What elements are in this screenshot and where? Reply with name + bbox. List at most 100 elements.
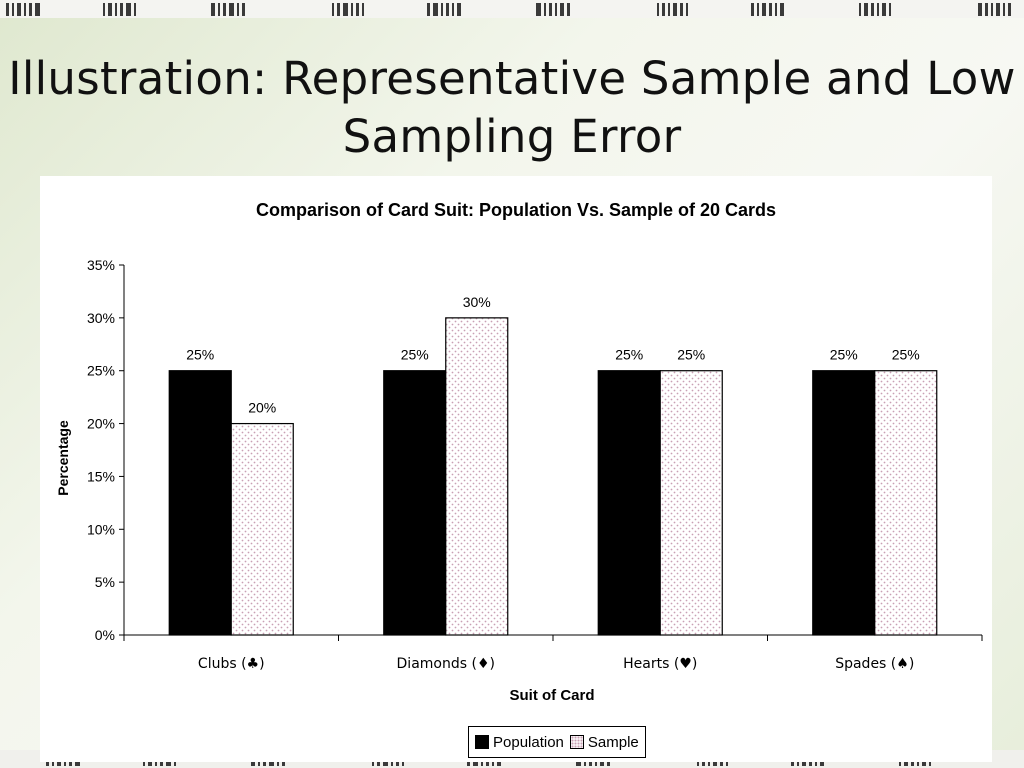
y-tick-label: 5%	[95, 574, 115, 590]
strip-mark	[35, 3, 40, 16]
strip-mark	[757, 3, 759, 16]
y-axis-label: Percentage	[55, 420, 71, 496]
x-tick-label: Hearts (♥)	[623, 656, 697, 672]
strip-mark	[877, 3, 879, 16]
y-tick-label: 30%	[87, 310, 115, 326]
bar-population	[812, 370, 876, 636]
strip-mark	[446, 3, 449, 16]
x-tick-label: Spades (♠)	[835, 656, 914, 672]
chart-panel: Comparison of Card Suit: Population Vs. …	[40, 176, 992, 762]
strip-mark	[237, 3, 239, 16]
strip-mark	[871, 3, 874, 16]
bar-sample	[659, 370, 723, 636]
strip-mark	[751, 3, 754, 16]
y-tick-label: 15%	[87, 468, 115, 484]
strip-mark	[12, 3, 14, 16]
bar-population	[168, 370, 232, 636]
strip-mark	[662, 3, 665, 16]
strip-mark	[1008, 3, 1011, 16]
data-label: 25%	[401, 347, 429, 363]
strip-mark	[673, 3, 677, 16]
y-tick-label: 0%	[95, 627, 115, 643]
data-label: 30%	[463, 294, 491, 310]
chart-title: Comparison of Card Suit: Population Vs. …	[256, 200, 776, 220]
plot-area: 0% 5% 10% 15% 20% 25% 30% 35% Clubs (♣) 25% 20% Dia…	[87, 257, 983, 672]
data-label: 20%	[248, 400, 276, 416]
strip-mark	[441, 3, 443, 16]
legend-label-population: Population	[493, 733, 564, 751]
strip-mark	[567, 3, 570, 16]
strip-mark	[229, 3, 234, 16]
strip-mark	[775, 3, 777, 16]
strip-mark	[120, 3, 123, 16]
strip-mark	[24, 3, 26, 16]
bar-population	[597, 370, 661, 636]
data-label: 25%	[892, 347, 920, 363]
data-label: 25%	[677, 347, 705, 363]
strip-mark	[6, 3, 9, 16]
bar-sample	[230, 422, 294, 636]
strip-mark	[17, 3, 21, 16]
strip-mark	[427, 3, 430, 16]
strip-mark	[996, 3, 1000, 16]
strip-mark	[985, 3, 988, 16]
strip-mark	[668, 3, 670, 16]
bar-sample	[874, 370, 938, 636]
legend-item-sample: Sample	[569, 733, 639, 751]
data-label: 25%	[186, 347, 214, 363]
strip-mark	[978, 3, 982, 16]
data-label: 25%	[615, 347, 643, 363]
strip-mark	[29, 3, 32, 16]
bar-chart: Comparison of Card Suit: Population Vs. …	[55, 200, 983, 704]
y-tick-label: 25%	[87, 363, 115, 379]
strip-mark	[103, 3, 105, 16]
strip-mark	[536, 3, 541, 16]
legend-item-population: Population	[475, 734, 564, 751]
x-tick-label: Diamonds (♦)	[397, 656, 495, 672]
strip-mark	[762, 3, 766, 16]
strip-mark	[882, 3, 886, 16]
strip-mark	[864, 3, 868, 16]
strip-mark	[991, 3, 993, 16]
y-tick-label: 35%	[87, 257, 115, 273]
strip-mark	[544, 3, 546, 16]
strip-mark	[108, 3, 112, 16]
strip-mark	[242, 3, 245, 16]
x-tick-label: Clubs (♣)	[198, 656, 265, 672]
y-tick-label: 20%	[87, 416, 115, 432]
legend-swatch-sample	[569, 735, 584, 749]
chart-legend: Population Sample	[468, 726, 646, 758]
strip-mark	[332, 3, 334, 16]
strip-mark	[859, 3, 861, 16]
strip-mark	[356, 3, 359, 16]
strip-mark	[343, 3, 348, 16]
strip-mark	[223, 3, 226, 16]
strip-mark	[769, 3, 772, 16]
y-tick-label: 10%	[87, 521, 115, 537]
strip-mark	[457, 3, 461, 16]
strip-mark	[351, 3, 353, 16]
strip-mark	[134, 3, 136, 16]
strip-mark	[549, 3, 552, 16]
strip-mark	[126, 3, 131, 16]
strip-mark	[1003, 3, 1005, 16]
legend-label-sample: Sample	[587, 733, 639, 751]
decorative-top-strip	[0, 0, 1024, 18]
strip-mark	[560, 3, 564, 16]
strip-mark	[680, 3, 683, 16]
strip-mark	[780, 3, 784, 16]
strip-mark	[657, 3, 659, 16]
strip-mark	[211, 3, 215, 16]
strip-mark	[362, 3, 364, 16]
strip-mark	[337, 3, 340, 16]
legend-swatch-population	[475, 735, 489, 749]
strip-mark	[555, 3, 557, 16]
strip-mark	[115, 3, 117, 16]
strip-mark	[452, 3, 454, 16]
data-label: 25%	[830, 347, 858, 363]
x-axis-label: Suit of Card	[510, 687, 595, 704]
slide-title: Illustration: Representative Sample and …	[8, 52, 1016, 163]
bar-population	[383, 370, 447, 636]
strip-mark	[889, 3, 891, 16]
strip-mark	[433, 3, 438, 16]
